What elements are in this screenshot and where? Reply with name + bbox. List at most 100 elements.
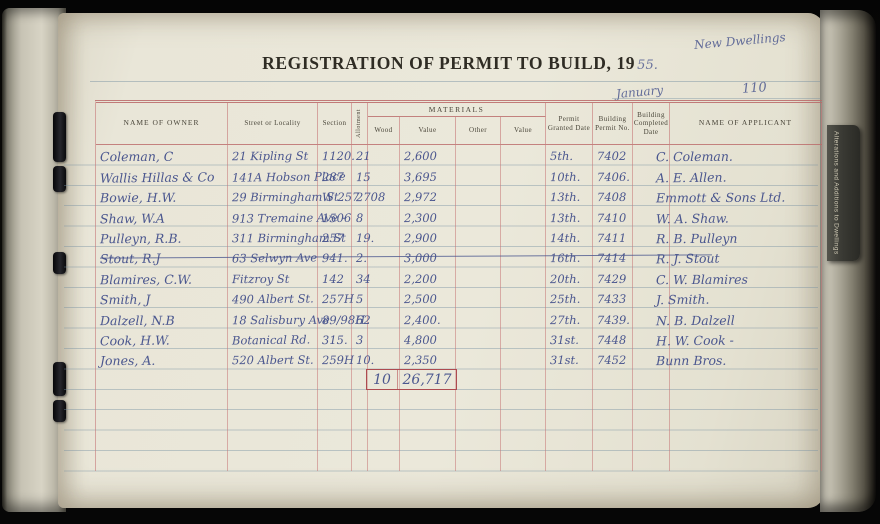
cell-value	[400, 450, 456, 472]
cell-completed	[633, 308, 670, 329]
handwritten-entry: 7411	[596, 230, 627, 246]
handwritten-entry: 2,600	[403, 149, 437, 164]
cell-section: 89/98H	[318, 308, 365, 329]
handwritten-entry: 63 Selwyn Ave	[231, 250, 318, 266]
cell-completed	[633, 287, 670, 309]
header-permit-date: Permit Granted Date	[546, 103, 593, 144]
handwritten-entry: Coleman, C	[99, 149, 174, 165]
handwritten-entry: 4,800	[403, 332, 438, 348]
cell-completed	[633, 369, 670, 390]
cell-permit_no	[593, 389, 633, 411]
cell-wood	[368, 328, 400, 349]
header-owner: NAME OF OWNER	[96, 103, 228, 144]
handwritten-entry: 7406.	[596, 169, 631, 184]
header-street: Street or Locality	[228, 103, 318, 144]
cell-street: 520 Albert St.	[228, 348, 318, 370]
header-materials: MATERIALS	[368, 103, 546, 117]
cell-permit_date: 31st.	[546, 328, 593, 349]
handwritten-entry: 13th.	[549, 210, 581, 225]
cell-section: 259H	[318, 348, 354, 370]
cell-permit_date: 14th.	[546, 226, 593, 247]
cell-owner: Wallis Hillas & Co	[96, 165, 228, 186]
cell-completed	[633, 165, 670, 186]
cell-permit_no	[593, 369, 633, 390]
handwritten-entry: 7414	[596, 251, 627, 266]
cell-section: 941.	[318, 246, 352, 268]
page-title-year-handwritten: 55.	[637, 58, 658, 73]
cell-owner: Bowie, H.W.	[96, 185, 228, 207]
handwritten-entry: A. E. Allen.	[655, 169, 727, 186]
ledger-row: Blamires, C.W. Fitzroy St 142 34 2,200 20th. 7…	[96, 267, 822, 288]
cell-value2	[501, 206, 546, 227]
handwritten-entry: 34	[355, 271, 371, 286]
total-value: 26,717	[402, 371, 452, 388]
cell-street	[228, 389, 318, 411]
cell-other	[456, 450, 501, 472]
cell-other	[456, 145, 501, 166]
ledger-row: Jones, A. 520 Albert St. 259H 10. 2,350 31st.…	[96, 348, 822, 370]
handwritten-entry: 5th.	[549, 149, 574, 164]
cell-allotment: 2708	[352, 185, 385, 207]
cell-section	[318, 430, 352, 451]
ledger-table: NAME OF OWNER Street or Locality Section…	[95, 100, 822, 472]
cell-wood	[368, 165, 400, 186]
cell-value2	[501, 185, 546, 207]
handwritten-entry: Blamires, C.W.	[99, 271, 192, 287]
handwritten-entry: Jones, A.	[99, 353, 156, 369]
handwritten-entry: 257	[321, 230, 344, 246]
cell-wood	[368, 206, 400, 227]
cell-value	[400, 369, 456, 390]
handwritten-entry: Smith, J	[99, 291, 151, 308]
cell-permit_no: 7429	[593, 267, 633, 288]
cell-value: 2,400.	[400, 308, 456, 329]
handwritten-entry: 7429	[596, 271, 627, 286]
ledger-row: Coleman, C 21 Kipling St 1120. 21 2,600 5th. 7…	[96, 145, 822, 166]
cell-owner: Pulleyn, R.B.	[96, 226, 228, 247]
handwritten-entry: Emmott & Sons Ltd.	[655, 189, 786, 206]
cell-section: 1120.	[318, 145, 355, 166]
cell-permit_date: 10th.	[546, 165, 593, 186]
cell-value: 2,900	[400, 226, 456, 247]
handwritten-entry: C. Coleman.	[655, 149, 733, 165]
handwritten-entry: Cook, H.W.	[99, 332, 170, 349]
cell-section: 315.	[318, 328, 352, 349]
handwritten-entry: W. A. Shaw.	[655, 210, 729, 226]
cell-completed	[633, 348, 670, 370]
handwritten-entry: 20th.	[549, 271, 581, 286]
cell-street: 490 Albert St.	[228, 287, 318, 309]
handwritten-entry: 27th.	[549, 312, 581, 327]
ledger-row: Stout, R.J 63 Selwyn Ave 941. 2. 3,000 16th. 7…	[96, 246, 822, 268]
cell-permit_no: 7410	[593, 206, 633, 227]
handwritten-entry: 3	[355, 332, 364, 347]
handwritten-entry: Bunn Bros.	[655, 353, 727, 369]
cell-wood	[368, 450, 400, 472]
cell-street	[228, 450, 318, 472]
cell-permit_date	[546, 369, 593, 390]
page-stack-edge	[820, 10, 876, 512]
handwritten-entry: 7439.	[596, 312, 630, 327]
cell-value2	[501, 348, 546, 370]
cell-owner	[96, 389, 228, 411]
cell-section: W 257	[318, 185, 359, 207]
handwritten-entry: 19.	[355, 230, 375, 245]
cell-applicant: H. W. Cook -	[656, 328, 822, 349]
handwritten-entry: 1506	[321, 210, 352, 225]
cell-allotment: 10.	[352, 348, 374, 370]
cell-value	[400, 389, 456, 411]
handwritten-entry: Bowie, H.W.	[99, 189, 177, 206]
handwritten-entry: 3,000	[403, 251, 438, 266]
cell-other	[456, 348, 501, 370]
cell-section: 287	[318, 165, 352, 186]
cell-permit_date	[546, 410, 593, 431]
cell-value2	[501, 410, 546, 431]
handwritten-entry: Stout, R.J	[99, 250, 161, 267]
handwritten-entry: 2,400.	[403, 312, 441, 327]
cell-section	[318, 389, 352, 411]
cell-other	[456, 246, 501, 268]
ledger-row	[96, 389, 822, 411]
header-allotment: Allotment	[352, 103, 368, 144]
cell-allotment: 62	[352, 308, 371, 329]
handwritten-entry: 2708	[355, 190, 386, 205]
page-title: REGISTRATION OF PERMIT TO BUILD, 19 55.	[130, 53, 790, 74]
cell-street: 141A Hobson Place	[228, 165, 346, 186]
